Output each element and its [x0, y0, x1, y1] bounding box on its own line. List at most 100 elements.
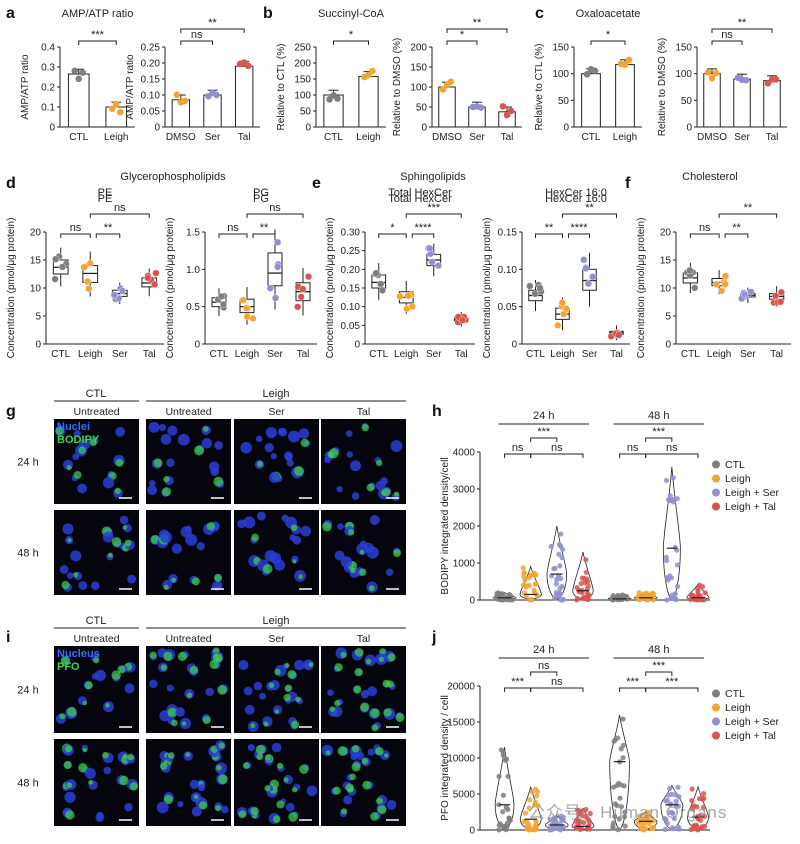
data-point: [496, 773, 502, 780]
data-point: [674, 562, 681, 568]
stain-spot: [328, 448, 339, 459]
nucleus-spot: [364, 542, 374, 553]
data-point: [591, 67, 599, 75]
stain-spot: [119, 775, 129, 786]
nucleus-spot: [102, 531, 114, 543]
stain-spot: [291, 787, 298, 793]
nucleus-spot: [324, 456, 331, 464]
y-tick-label: 0.25: [341, 246, 361, 257]
stain-spot: [66, 782, 73, 788]
data-point: [610, 784, 617, 790]
data-point: [79, 69, 87, 76]
y-axis-title: BODIPY integrated density/cell: [440, 457, 451, 594]
nucleus-spot: [253, 681, 263, 691]
nucleus-spot: [327, 689, 334, 697]
y-tick-label: 0: [194, 340, 200, 351]
x-tick-label: Ser: [469, 132, 485, 143]
significance-label: *: [390, 222, 395, 234]
data-point: [266, 284, 274, 292]
significance-label: ***: [626, 676, 640, 688]
data-point: [702, 590, 708, 596]
nucleus-spot: [159, 423, 167, 431]
stain-spot: [73, 470, 82, 479]
data-point: [558, 299, 566, 307]
data-point: [458, 316, 467, 324]
data-point: [663, 798, 669, 804]
stain-spot: [162, 487, 172, 497]
stain-spot: [82, 700, 88, 706]
legend-label: Leigh + Ser: [725, 716, 780, 728]
significance-bracket: [711, 28, 773, 33]
panel-letter: c: [535, 5, 544, 22]
data-point: [669, 825, 676, 831]
significance-label: **: [473, 17, 482, 29]
data-point: [721, 272, 730, 280]
stain-spot: [102, 751, 109, 759]
data-point: [675, 784, 681, 790]
data-point: [589, 273, 597, 281]
significance-bracket: [411, 233, 435, 238]
data-point: [670, 475, 676, 481]
y-tick-label: 0: [686, 123, 692, 134]
data-point: [86, 259, 94, 267]
stain-spot: [191, 577, 200, 586]
legend-stain: BODIPY: [57, 434, 100, 446]
stain-spot: [274, 668, 281, 676]
data-point: [506, 815, 512, 821]
nucleus-spot: [336, 485, 343, 493]
data-point: [747, 288, 755, 296]
significance-label: **: [260, 222, 269, 234]
nucleus-spot: [367, 748, 375, 756]
y-axis-title: PFO integrated density / cell: [440, 695, 451, 821]
data-point: [772, 76, 780, 83]
stain-spot: [181, 721, 187, 726]
significance-bracket: [504, 687, 532, 692]
stain-spot: [115, 458, 124, 467]
stain-spot: [340, 651, 347, 658]
y-tick-label: 0.1: [41, 103, 55, 114]
stain-spot: [360, 702, 370, 712]
chart-title: AMP/ATP ratio: [62, 8, 134, 20]
y-tick-label: 50: [681, 96, 693, 107]
data-point: [699, 583, 706, 590]
nucleus-spot: [127, 574, 137, 584]
data-point: [503, 827, 509, 833]
y-tick-label: 20000: [447, 682, 475, 693]
stain-spot: [129, 782, 139, 791]
nucleus-spot: [124, 803, 133, 812]
data-point: [369, 67, 376, 75]
significance-label: ns: [627, 442, 639, 454]
data-point: [244, 62, 252, 70]
nucleus-spot: [334, 550, 345, 561]
stain-spot: [387, 653, 396, 662]
bar: [438, 86, 456, 128]
stain-spot: [359, 549, 365, 555]
significance-label: ns: [512, 442, 524, 454]
data-point: [624, 596, 630, 602]
significance-bracket: [89, 213, 150, 218]
stain-spot: [393, 491, 400, 497]
significance-bracket: [645, 671, 673, 676]
data-point: [531, 290, 539, 298]
bar: [234, 65, 254, 128]
stain-spot: [368, 585, 375, 592]
y-tick-label: 15000: [447, 718, 475, 729]
data-point: [698, 597, 704, 603]
stain-spot: [377, 805, 387, 815]
stain-spot: [64, 745, 73, 753]
stain-spot: [66, 706, 77, 717]
nucleus-spot: [255, 435, 263, 443]
stain-spot: [73, 572, 79, 578]
y-axis-title: Relative to CTL (%): [276, 44, 287, 131]
data-point: [299, 285, 307, 293]
stain-spot: [251, 533, 260, 542]
data-point: [673, 798, 679, 804]
legend-label: CTL: [725, 459, 745, 471]
x-tick-label: Ser: [734, 132, 750, 143]
chart-title: Succinyl-CoA: [318, 8, 385, 20]
significance-bracket: [504, 453, 532, 458]
significance-label: ***: [427, 202, 441, 214]
data-point: [717, 287, 726, 295]
x-tick-label: Ser: [582, 349, 598, 360]
